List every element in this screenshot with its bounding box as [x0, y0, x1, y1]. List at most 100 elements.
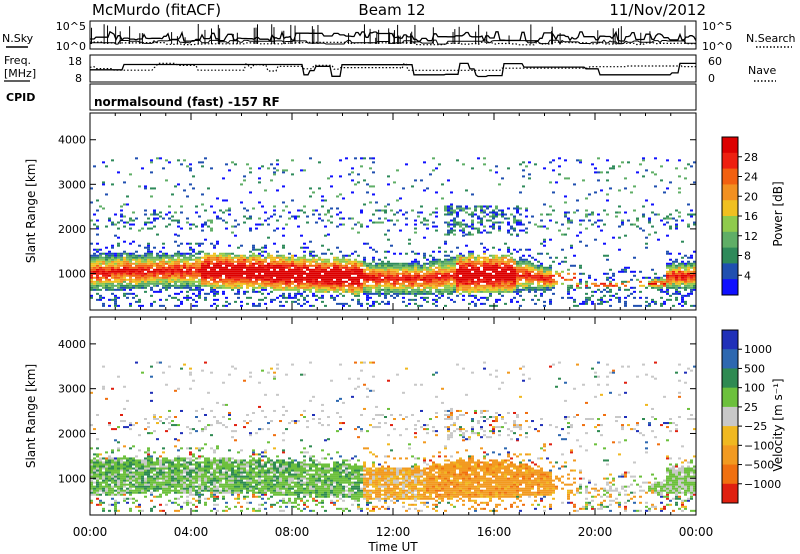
- power-cell: [459, 252, 462, 255]
- power-cell: [462, 231, 465, 234]
- power-cell: [354, 258, 357, 261]
- power-cell: [492, 260, 495, 263]
- velocity-cell: [129, 467, 132, 470]
- power-cell: [471, 250, 474, 253]
- power-cell: [498, 262, 501, 265]
- velocity-cell: [165, 383, 168, 386]
- power-cell: [432, 256, 435, 259]
- velocity-cell: [150, 457, 153, 460]
- velocity-cell: [138, 491, 141, 494]
- power-cell: [399, 276, 402, 279]
- power-cell: [651, 282, 654, 285]
- velocity-cell: [159, 469, 162, 472]
- power-cell: [408, 284, 411, 287]
- velocity-cell: [96, 455, 99, 458]
- power-cell: [108, 298, 111, 301]
- power-cell: [393, 272, 396, 275]
- power-cell: [288, 252, 291, 255]
- power-cell: [390, 266, 393, 269]
- power-cell: [276, 280, 279, 283]
- power-cell: [216, 272, 219, 275]
- power-cell: [393, 288, 396, 291]
- power-cell: [168, 268, 171, 271]
- power-cell: [531, 274, 534, 277]
- power-cell: [156, 266, 159, 269]
- power-cell: [597, 225, 600, 228]
- power-cell: [654, 280, 657, 283]
- power-cell: [423, 266, 426, 269]
- power-cell: [294, 270, 297, 273]
- velocity-cell: [159, 465, 162, 468]
- power-cell: [252, 264, 255, 267]
- power-cell: [336, 286, 339, 289]
- power-cell: [240, 304, 243, 307]
- velocity-cell: [105, 489, 108, 492]
- power-cell: [393, 296, 396, 299]
- power-cell: [486, 262, 489, 265]
- power-cell: [258, 181, 261, 184]
- velocity-cell: [111, 461, 114, 464]
- power-cell: [567, 177, 570, 180]
- power-cell: [240, 280, 243, 283]
- power-cell: [369, 296, 372, 299]
- power-cell: [111, 274, 114, 277]
- power-cell: [213, 278, 216, 281]
- power-cell: [240, 201, 243, 204]
- power-cell: [267, 270, 270, 273]
- power-cell: [507, 282, 510, 285]
- power-cell: [528, 254, 531, 257]
- power-cell: [420, 179, 423, 182]
- power-cell: [363, 286, 366, 289]
- power-cell: [687, 163, 690, 166]
- power-cell: [498, 213, 501, 216]
- power-cell: [318, 213, 321, 216]
- power-cell: [195, 272, 198, 275]
- power-cell: [513, 217, 516, 220]
- power-cell: [663, 280, 666, 283]
- power-cell: [324, 276, 327, 279]
- power-cell: [342, 197, 345, 200]
- power-cell: [381, 268, 384, 271]
- power-cell: [507, 250, 510, 253]
- power-cell: [648, 284, 651, 287]
- velocity-cell: [123, 420, 126, 423]
- power-cell: [438, 262, 441, 265]
- power-cell: [207, 292, 210, 295]
- power-cell: [471, 221, 474, 224]
- velocity-cell: [105, 477, 108, 480]
- power-cell: [93, 213, 96, 216]
- power-cell: [339, 266, 342, 269]
- velocity-cell: [138, 463, 141, 466]
- power-cell: [375, 290, 378, 293]
- power-cell: [378, 284, 381, 287]
- velocity-cell: [141, 481, 144, 484]
- power-cell: [147, 248, 150, 251]
- power-cell: [666, 274, 669, 277]
- power-cell: [351, 266, 354, 269]
- power-cell: [498, 278, 501, 281]
- power-cell: [381, 292, 384, 295]
- velocity-cell: [132, 497, 135, 500]
- power-cell: [366, 264, 369, 267]
- power-cell: [435, 294, 438, 297]
- velocity-cell: [141, 463, 144, 466]
- power-cell: [282, 268, 285, 271]
- power-cell: [264, 260, 267, 263]
- power-cell: [192, 272, 195, 275]
- velocity-cell: [129, 477, 132, 480]
- power-cell: [681, 300, 684, 303]
- power-cell: [237, 272, 240, 275]
- power-cell: [138, 280, 141, 283]
- power-cell: [177, 268, 180, 271]
- power-cell: [501, 278, 504, 281]
- power-cell: [408, 302, 411, 305]
- power-cell: [258, 298, 261, 301]
- power-cell: [516, 250, 519, 253]
- power-cell: [120, 278, 123, 281]
- power-cell: [462, 278, 465, 281]
- power-cell: [489, 290, 492, 293]
- velocity-cell: [171, 471, 174, 474]
- velocity-cell: [102, 501, 105, 504]
- power-cell: [357, 262, 360, 265]
- power-cell: [477, 284, 480, 287]
